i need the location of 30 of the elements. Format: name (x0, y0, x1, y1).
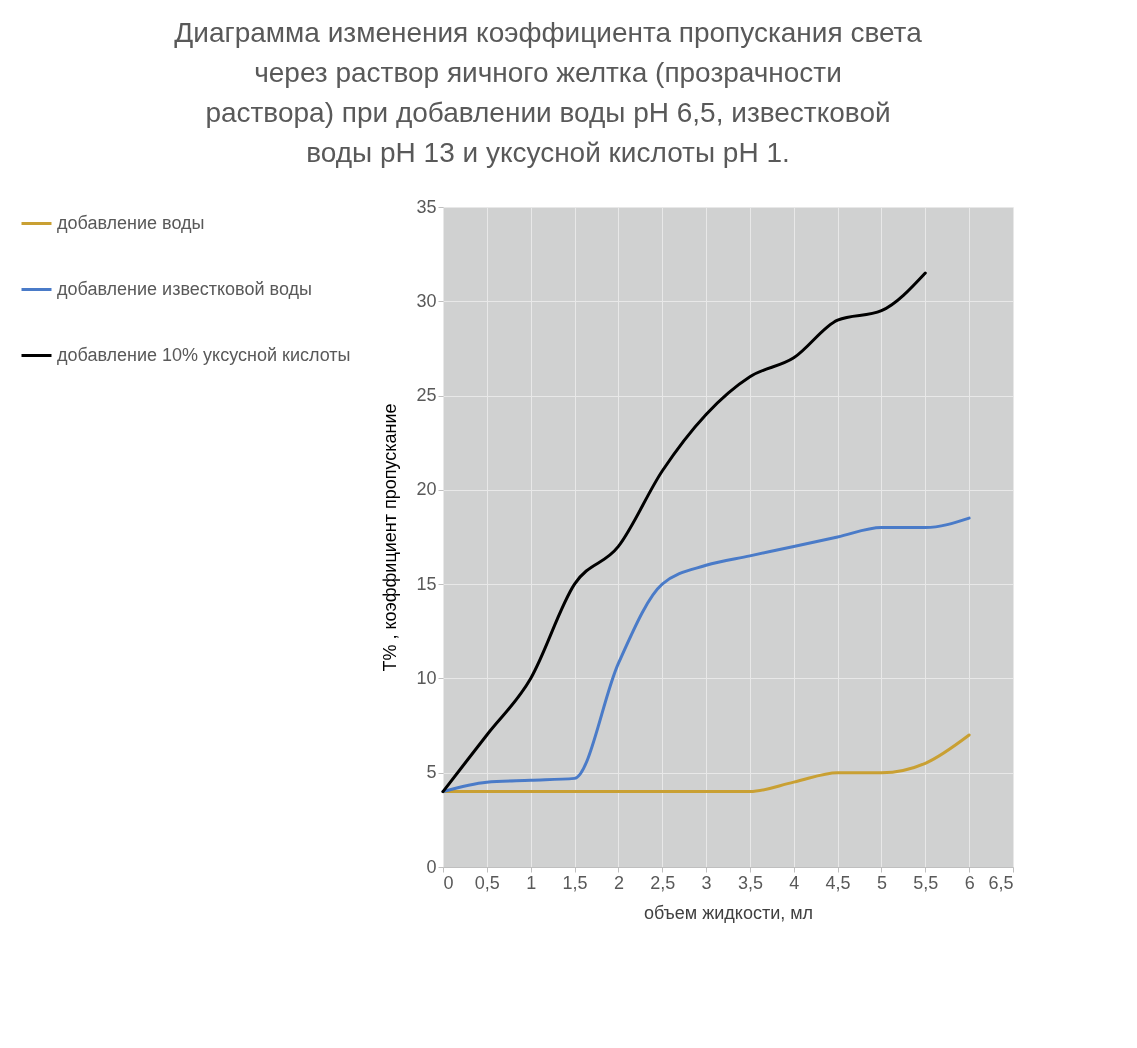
y-axis-title: T% , коэффициент пропускание (380, 403, 401, 672)
y-tick-label: 15 (416, 573, 437, 594)
y-tick-label: 20 (416, 479, 437, 500)
y-tick-label: 25 (416, 385, 437, 406)
x-tick-label: 0 (443, 872, 454, 893)
x-tick-label: 2,5 (650, 872, 676, 893)
chart-title: Диаграмма изменения коэффициента пропускания света через раствор яичного желтка (прозрачности раствора) при добавлении воды pH 6,5, известковой воды pH 13 и уксусной кислоты pH 1. (174, 17, 923, 168)
x-axis-title: объем жидкости, мл (643, 902, 814, 923)
x-tick-label: 1,5 (562, 872, 588, 893)
x-tick-label: 6,5 (988, 872, 1014, 893)
x-tick-label: 5 (876, 872, 887, 893)
legend-label: добавление известковой воды (57, 278, 312, 299)
x-tick-label: 4 (789, 872, 800, 893)
x-tick-label: 3,5 (737, 872, 763, 893)
y-tick-label: 10 (416, 667, 437, 688)
x-tick-label: 6 (964, 872, 975, 893)
x-tick-label: 2 (613, 872, 624, 893)
y-tick-label: 30 (416, 290, 437, 311)
x-tick-label: 0,5 (474, 872, 500, 893)
x-tick-label: 1 (526, 872, 537, 893)
x-tick-label: 3 (701, 872, 712, 893)
line-series (441, 516, 971, 794)
legend-label: добавление воды (57, 212, 205, 233)
y-tick-label: 5 (426, 762, 437, 783)
y-tick-label: 35 (416, 196, 437, 217)
legend-label: добавление 10% уксусной кислоты (57, 344, 351, 365)
line-series (441, 271, 927, 794)
x-tick-label: 4,5 (825, 872, 851, 893)
x-tick-label: 5,5 (913, 872, 939, 893)
y-tick-label: 0 (426, 856, 437, 877)
